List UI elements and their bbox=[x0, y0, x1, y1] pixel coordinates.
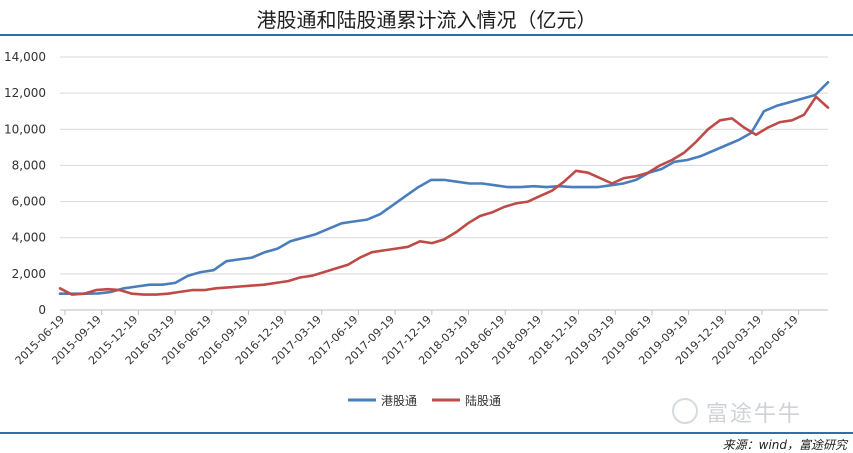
series-line-north-connect bbox=[58, 95, 830, 296]
chart-title: 港股通和陆股通累计流入情况（亿元） bbox=[256, 8, 597, 32]
footer-divider bbox=[0, 432, 853, 434]
series-line-hk-connect bbox=[58, 81, 830, 296]
title-divider bbox=[0, 34, 853, 36]
y-tick-label: 6,000 bbox=[12, 195, 46, 209]
y-tick-label: 8,000 bbox=[12, 158, 46, 172]
gridlines bbox=[60, 56, 828, 275]
y-tick-label: 0 bbox=[38, 303, 46, 317]
watermark-logo-icon bbox=[672, 398, 698, 424]
y-tick-label: 14,000 bbox=[4, 50, 46, 64]
legend: 港股通 陆股通 bbox=[348, 393, 501, 408]
source-note: 来源：wind，富途研究 bbox=[722, 438, 847, 452]
y-tick-label: 12,000 bbox=[4, 86, 46, 100]
x-axis: 2015-06-192015-09-192015-12-192016-03-19… bbox=[13, 309, 828, 367]
series-lines bbox=[58, 81, 830, 296]
legend-label: 港股通 bbox=[381, 394, 417, 408]
y-tick-label: 2,000 bbox=[12, 267, 46, 281]
watermark-text: 富途牛牛 bbox=[706, 402, 803, 427]
y-tick-label: 10,000 bbox=[4, 122, 46, 136]
y-tick-label: 4,000 bbox=[12, 231, 46, 245]
y-axis: 0 2,000 4,000 6,000 8,000 10,000 12,000 14,000 bbox=[4, 50, 46, 317]
legend-label: 陆股通 bbox=[465, 393, 501, 408]
watermark: 富途牛牛 bbox=[672, 396, 842, 428]
